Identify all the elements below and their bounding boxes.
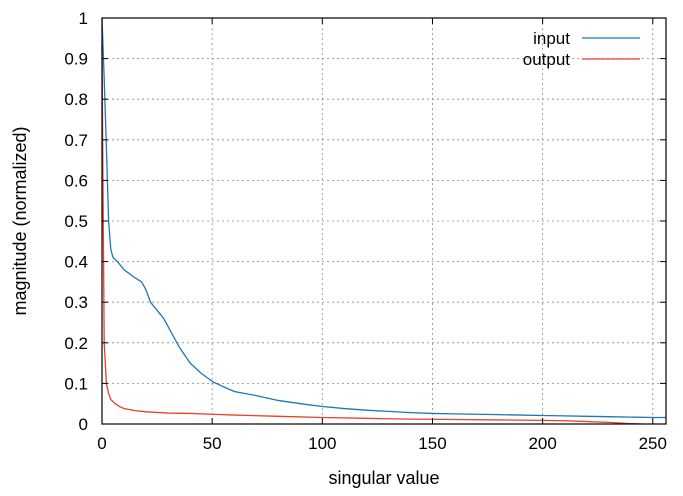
x-tick-label: 50 <box>203 434 222 453</box>
legend-label-output: output <box>523 50 571 69</box>
legend: input output <box>523 29 640 69</box>
x-tick-label: 150 <box>418 434 446 453</box>
plot-frame <box>101 17 667 425</box>
y-tick-label: 0.2 <box>64 334 88 353</box>
y-tick-label: 0.1 <box>64 374 88 393</box>
y-axis-label: magnitude (normalized) <box>10 126 30 315</box>
y-tick-label: 0.8 <box>64 90 88 109</box>
series-layer <box>101 17 666 425</box>
x-tick-label: 200 <box>528 434 556 453</box>
y-tick-label: 1 <box>79 9 88 28</box>
series-line-output <box>101 46 642 425</box>
y-tick-label: 0 <box>79 415 88 434</box>
grid <box>102 18 666 424</box>
y-tick-label: 0.7 <box>64 131 88 150</box>
y-tick-label: 0.4 <box>64 253 88 272</box>
x-axis-label: singular value <box>328 468 439 488</box>
y-tick-label: 0.9 <box>64 50 88 69</box>
y-tick-label: 0.5 <box>64 212 88 231</box>
y-tick-label: 0.6 <box>64 171 88 190</box>
ticks: 0 50 100 150 200 250 0 0.1 0.2 0.3 0.4 0.5 0.6 0.7 0.8… <box>64 9 667 453</box>
y-tick-label: 0.3 <box>64 293 88 312</box>
series-line-input <box>101 17 666 419</box>
legend-label-input: input <box>533 29 570 48</box>
x-tick-label: 100 <box>308 434 336 453</box>
x-tick-label: 0 <box>97 434 106 453</box>
x-tick-label: 250 <box>639 434 667 453</box>
